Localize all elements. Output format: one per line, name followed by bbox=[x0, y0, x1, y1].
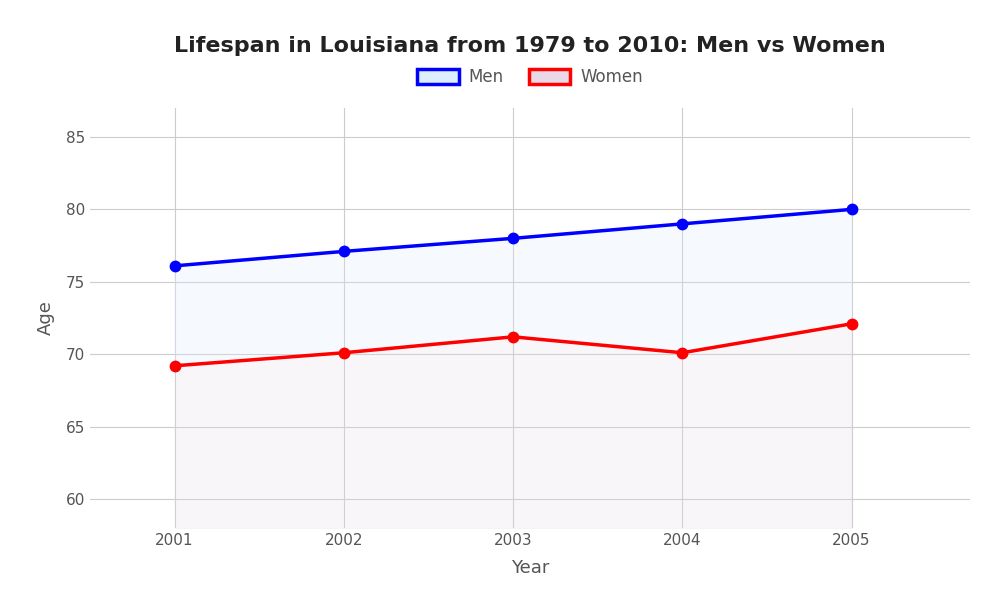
Title: Lifespan in Louisiana from 1979 to 2010: Men vs Women: Lifespan in Louisiana from 1979 to 2010:… bbox=[174, 37, 886, 56]
Y-axis label: Age: Age bbox=[37, 301, 55, 335]
X-axis label: Year: Year bbox=[511, 559, 549, 577]
Legend: Men, Women: Men, Women bbox=[410, 62, 650, 93]
